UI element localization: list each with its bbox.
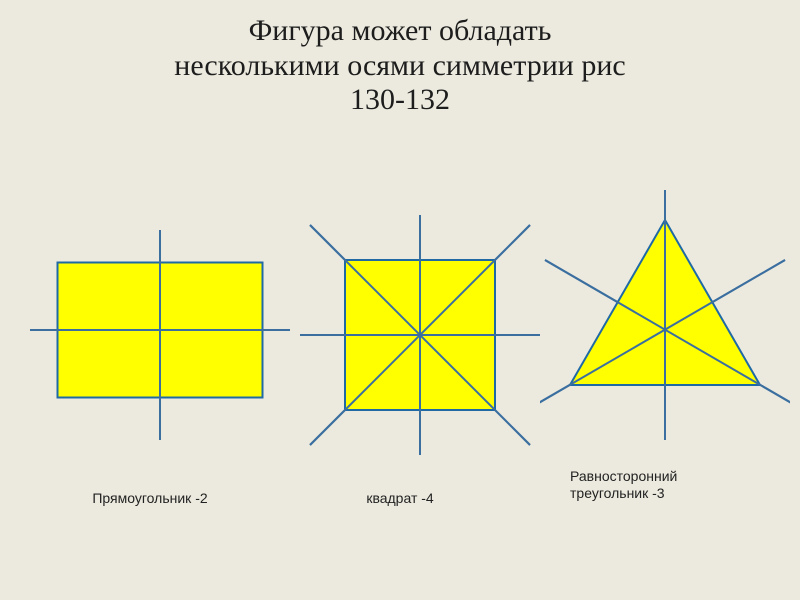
title-line-1: Фигура может обладать xyxy=(249,14,552,47)
square-axes-over xyxy=(300,215,540,455)
square-figure xyxy=(300,215,540,455)
slide-title: Фигура может обладать несколькими осями … xyxy=(0,14,800,118)
rectangle-svg xyxy=(30,230,290,450)
shapes-row xyxy=(0,190,800,470)
triangle-axes-over xyxy=(540,190,790,440)
rectangle-caption-text: Прямоугольник -2 xyxy=(92,490,207,506)
square-svg xyxy=(300,215,540,455)
title-line-3: 130-132 xyxy=(350,83,450,116)
triangle-caption: Равносторонний треугольник -3 xyxy=(570,468,760,502)
triangle-caption-line1: Равносторонний xyxy=(570,468,677,484)
slide: Фигура может обладать несколькими осями … xyxy=(0,0,800,600)
square-caption-text: квадрат -4 xyxy=(366,490,433,506)
triangle-caption-line2: треугольник -3 xyxy=(570,485,665,501)
triangle-svg xyxy=(540,190,790,440)
title-line-2: несколькими осями симметрии рис xyxy=(174,49,625,82)
square-caption: квадрат -4 xyxy=(320,490,480,506)
rectangle-caption: Прямоугольник -2 xyxy=(50,490,250,506)
rectangle-figure xyxy=(30,230,290,450)
triangle-figure xyxy=(540,190,790,440)
